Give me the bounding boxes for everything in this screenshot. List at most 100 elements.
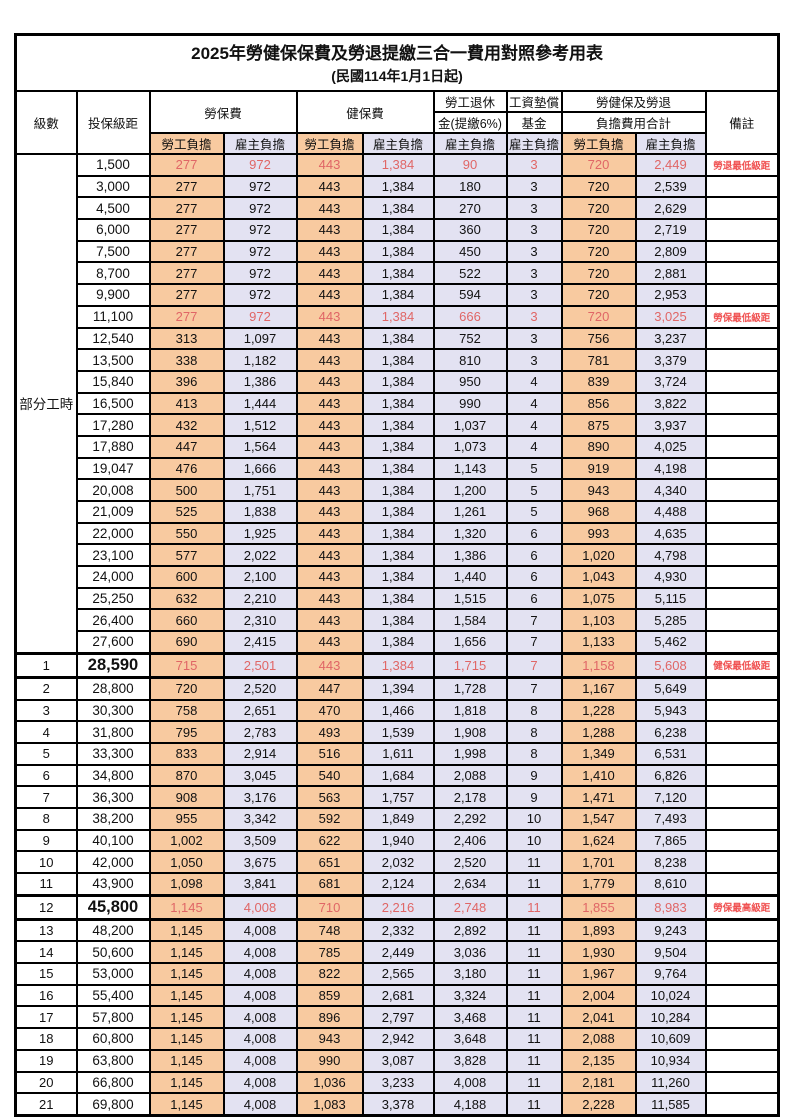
- bracket-cell: 7,500: [75, 239, 151, 264]
- bracket-cell: 24,000: [75, 565, 151, 589]
- value-cell: 2,310: [222, 608, 298, 633]
- value-cell: 2,100: [222, 565, 298, 589]
- value-cell: 720: [560, 283, 637, 307]
- value-cell: 2,953: [634, 283, 707, 307]
- value-cell: 11: [505, 1005, 563, 1030]
- table-row: 23,100 577 2,022 443 1,384 1,386 6 1,020 4,798: [16, 543, 780, 568]
- value-cell: 3,036: [432, 940, 508, 965]
- bracket-cell: 28,800: [75, 676, 151, 701]
- value-cell: 651: [295, 850, 364, 874]
- value-cell: 2,520: [432, 850, 508, 874]
- value-cell: 896: [295, 1005, 364, 1030]
- header-bracket: 投保級距: [75, 90, 151, 155]
- value-cell: 11: [505, 1070, 563, 1095]
- value-cell: 715: [148, 651, 225, 679]
- bracket-cell: 19,047: [75, 456, 151, 481]
- value-cell: 443: [295, 434, 364, 459]
- value-cell: 8,983: [634, 893, 707, 921]
- value-cell: 2,681: [361, 983, 435, 1008]
- level-cell: 7: [14, 785, 78, 809]
- subheader-health-employee: 勞工負擔: [295, 132, 364, 155]
- bracket-cell: 34,800: [75, 763, 151, 788]
- value-cell: 5,943: [634, 698, 707, 723]
- value-cell: 2,178: [432, 785, 508, 809]
- value-cell: 1,384: [361, 543, 435, 568]
- bracket-cell: 55,400: [75, 983, 151, 1008]
- value-cell: 9: [505, 763, 563, 788]
- value-cell: 666: [432, 304, 508, 329]
- value-cell: 2,181: [560, 1070, 637, 1095]
- value-cell: 4,008: [222, 1027, 298, 1051]
- bracket-cell: 22,000: [75, 521, 151, 546]
- value-cell: 1,940: [361, 828, 435, 853]
- value-cell: 3,724: [634, 369, 707, 394]
- remark-cell: [704, 1048, 780, 1073]
- value-cell: 594: [432, 283, 508, 307]
- value-cell: 10,284: [634, 1005, 707, 1030]
- table-row: 21 69,800 1,145 4,008 1,083 3,378 4,188 11 2,228…: [14, 1092, 780, 1117]
- value-cell: 5: [505, 456, 563, 481]
- value-cell: 516: [295, 741, 364, 766]
- level-cell: 5: [14, 741, 78, 766]
- value-cell: 632: [148, 586, 225, 611]
- value-cell: 5,649: [634, 676, 707, 701]
- remark-cell: [704, 871, 780, 897]
- value-cell: 443: [295, 239, 364, 264]
- value-cell: 4: [505, 434, 563, 459]
- value-cell: 1,925: [222, 521, 298, 546]
- table-row: 27,600 690 2,415 443 1,384 1,656 7 1,133 5,462: [16, 630, 780, 655]
- value-cell: 476: [148, 456, 225, 481]
- value-cell: 277: [148, 218, 225, 242]
- value-cell: 2,565: [361, 962, 435, 986]
- value-cell: 1,384: [361, 586, 435, 611]
- value-cell: 1,384: [361, 651, 435, 679]
- remark-cell: 勞退最低級距: [704, 153, 780, 177]
- value-cell: 7,120: [634, 785, 707, 809]
- value-cell: 11: [505, 962, 563, 986]
- remark-cell: [704, 174, 780, 199]
- value-cell: 1,515: [432, 586, 508, 611]
- table-row: 4,500 277 972 443 1,384 270 3 720 2,629: [16, 196, 780, 221]
- value-cell: 1,349: [560, 741, 637, 766]
- value-cell: 720: [560, 218, 637, 242]
- value-cell: 1,384: [361, 369, 435, 394]
- value-cell: 1,998: [432, 741, 508, 766]
- value-cell: 2,942: [361, 1027, 435, 1051]
- value-cell: 3: [505, 174, 563, 199]
- value-cell: 710: [295, 893, 364, 921]
- remark-cell: [704, 630, 780, 655]
- remark-cell: [704, 521, 780, 546]
- remark-cell: [704, 806, 780, 831]
- value-cell: 2,022: [222, 543, 298, 568]
- value-cell: 11: [505, 871, 563, 897]
- value-cell: 522: [432, 261, 508, 286]
- value-cell: 7: [505, 676, 563, 701]
- value-cell: 1,145: [148, 1005, 225, 1030]
- value-cell: 1,384: [361, 500, 435, 524]
- value-cell: 4,008: [222, 1092, 298, 1117]
- value-cell: 1,751: [222, 478, 298, 502]
- value-cell: 11: [505, 1092, 563, 1117]
- remark-cell: [704, 326, 780, 351]
- value-cell: 432: [148, 413, 225, 437]
- remark-cell: [704, 785, 780, 809]
- value-cell: 3: [505, 153, 563, 177]
- value-cell: 11,585: [634, 1092, 707, 1117]
- level-cell: 15: [14, 962, 78, 986]
- bracket-cell: 27,600: [75, 630, 151, 655]
- value-cell: 3: [505, 261, 563, 286]
- value-cell: 1,288: [560, 720, 637, 744]
- value-cell: 1,103: [560, 608, 637, 633]
- value-cell: 1,539: [361, 720, 435, 744]
- value-cell: 890: [560, 434, 637, 459]
- bracket-cell: 4,500: [75, 196, 151, 221]
- level-cell: 9: [14, 828, 78, 853]
- value-cell: 1,083: [295, 1092, 364, 1117]
- value-cell: 1,656: [432, 630, 508, 655]
- value-cell: 3,378: [361, 1092, 435, 1117]
- header-row-1: 級數 投保級距 勞保費 健保費 勞工退休 工資墊償 勞健保及勞退 備註: [14, 90, 780, 155]
- value-cell: 10: [505, 806, 563, 831]
- table-row: 7,500 277 972 443 1,384 450 3 720 2,809: [16, 239, 780, 264]
- value-cell: 443: [295, 651, 364, 679]
- value-cell: 2,634: [432, 871, 508, 897]
